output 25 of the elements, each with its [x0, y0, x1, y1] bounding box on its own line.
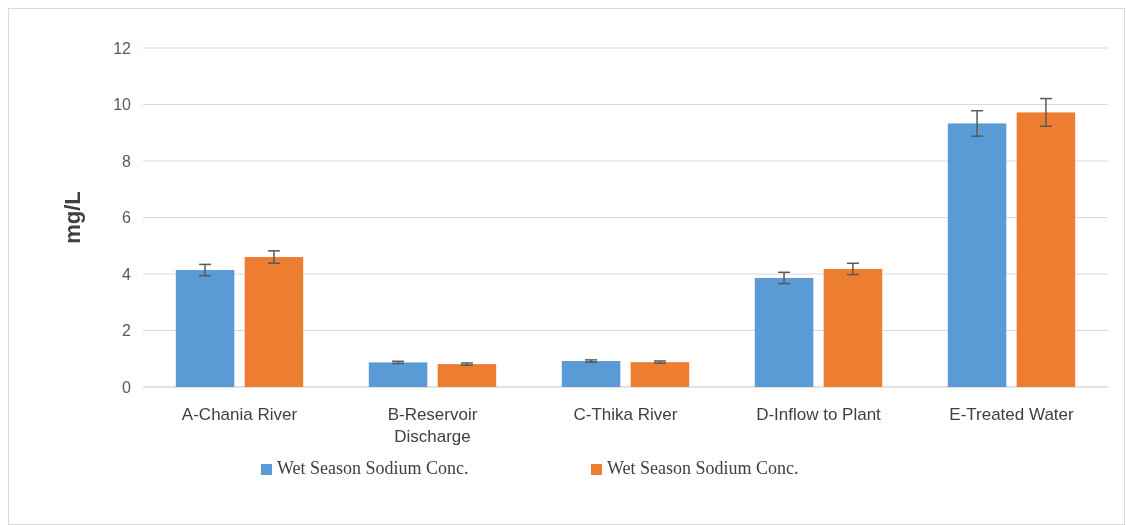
bar: [1016, 112, 1076, 387]
x-tick-label: E-Treated Water: [949, 405, 1075, 424]
bar: [368, 362, 428, 387]
y-tick-label: 2: [122, 322, 132, 340]
y-tick-label: 8: [122, 152, 132, 170]
y-tick-label: 10: [113, 96, 132, 114]
bar: [630, 362, 690, 387]
bar: [561, 361, 621, 387]
bar: [947, 123, 1007, 387]
y-tick-label: 0: [122, 378, 132, 396]
bar: [244, 257, 304, 387]
legend-label: Wet Season Sodium Conc.: [277, 458, 469, 478]
legend-label: Wet Season Sodium Conc.: [607, 458, 799, 478]
x-tick-label: C-Thika River: [573, 405, 678, 424]
y-tick-label: 4: [122, 265, 132, 283]
y-axis-title: mg/L: [60, 191, 85, 244]
bar: [754, 277, 814, 387]
x-tick-label: B-Reservoir Discharge: [387, 405, 478, 446]
y-tick-label: 6: [122, 209, 132, 227]
x-tick-label: A-Chania River: [181, 405, 298, 424]
bar: [175, 270, 235, 387]
bar: [823, 268, 883, 387]
x-tick-label: D-Inflow to Plant: [756, 405, 882, 424]
bar: [437, 364, 497, 387]
y-tick-label: 12: [113, 39, 132, 57]
